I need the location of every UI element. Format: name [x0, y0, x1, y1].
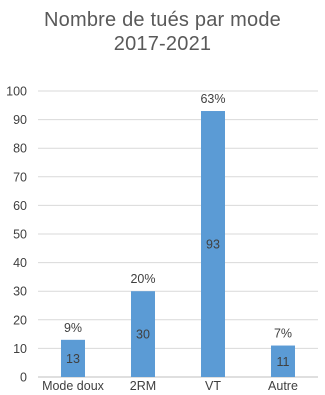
bar [201, 111, 225, 378]
chart-title-line-2: 2017-2021 [113, 33, 212, 55]
y-tick-label: 60 [13, 199, 27, 213]
bar-value-label: 13 [66, 352, 80, 366]
bar-percent-label: 20% [130, 272, 155, 286]
chart-title-line-1: Nombre de tués par mode [44, 9, 281, 31]
y-tick-label: 30 [13, 285, 27, 299]
y-tick-label: 70 [13, 170, 27, 184]
y-tick-label: 10 [13, 342, 27, 356]
bar [131, 291, 155, 377]
y-tick-label: 20 [13, 313, 27, 327]
bar [61, 339, 85, 377]
x-tick-label: 2RM [130, 379, 156, 393]
bar [271, 345, 295, 377]
chart-title: Nombre de tués par mode 2017-2021 [0, 8, 325, 56]
bar-value-label: 93 [206, 238, 220, 252]
bar-percent-label: 63% [200, 92, 225, 106]
x-tick-label: Autre [268, 379, 298, 393]
bar-value-label: 11 [277, 355, 290, 369]
bar-value-label: 30 [136, 328, 150, 342]
x-tick-label: VT [205, 379, 221, 393]
y-tick-label: 90 [13, 113, 27, 127]
y-tick-label: 80 [13, 142, 27, 156]
x-tick-label: Mode doux [42, 379, 105, 393]
bar-percent-label: 7% [274, 327, 292, 341]
y-tick-label: 40 [13, 256, 27, 270]
y-tick-label: 100 [6, 85, 27, 99]
y-tick-label: 0 [20, 371, 27, 385]
y-tick-label: 50 [13, 228, 27, 242]
bar-percent-label: 9% [64, 321, 82, 335]
